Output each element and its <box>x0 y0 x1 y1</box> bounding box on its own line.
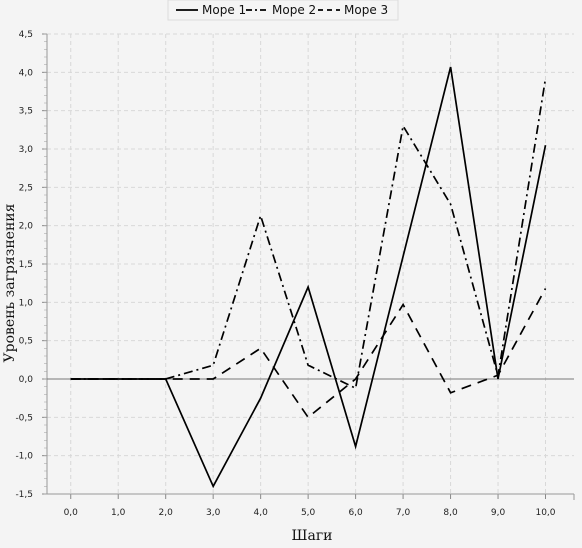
y-tick-label: 4,5 <box>19 30 33 40</box>
x-tick-label: 1,0 <box>111 508 126 518</box>
legend: Море 1 Море 2 Море 3 <box>167 0 399 21</box>
y-tick-label: -1,0 <box>15 452 33 462</box>
axes: 4,5 4,0 3,5 3,0 2,5 2,0 1,5 1,0 0,5 0,0 -0,5 -1,0 -1… <box>15 30 575 518</box>
legend-label-1: Море 1 <box>202 3 246 17</box>
x-tick-label: 4,0 <box>253 508 268 518</box>
x-tick-label: 5,0 <box>301 508 316 518</box>
series-lines <box>70 66 547 489</box>
legend-label-3: Море 3 <box>344 3 388 17</box>
y-tick-label: 1,5 <box>19 260 33 270</box>
x-tick-label: 8,0 <box>443 508 458 518</box>
y-tick-label: 2,0 <box>19 222 34 232</box>
y-tick-label: 2,5 <box>19 183 33 193</box>
x-tick-label: 9,0 <box>491 508 506 518</box>
legend-box <box>167 0 399 21</box>
grid <box>47 33 574 495</box>
y-tick-label: 3,5 <box>19 107 33 117</box>
x-axis-title: Шаги <box>292 528 333 544</box>
series-line-3 <box>70 288 547 419</box>
x-tick-label: 7,0 <box>396 508 411 518</box>
y-tick-label: -1,5 <box>15 490 33 500</box>
y-tick-label: 1,0 <box>19 298 34 308</box>
x-tick-label: 3,0 <box>206 508 221 518</box>
y-tick-label: 3,0 <box>19 145 34 155</box>
x-tick-label: 10,0 <box>535 508 555 518</box>
y-tick-label: 0,0 <box>19 375 34 385</box>
legend-label-2: Море 2 <box>272 3 316 17</box>
x-tick-label: 6,0 <box>348 508 363 518</box>
x-tick-label: 0,0 <box>64 508 79 518</box>
y-tick-label: 0,5 <box>19 337 33 347</box>
series-line-2 <box>70 78 547 390</box>
x-tick-label: 2,0 <box>159 508 174 518</box>
y-tick-label: 4,0 <box>19 68 34 78</box>
y-axis-title: Уровень загрязнения <box>2 203 18 362</box>
y-tick-label: -0,5 <box>15 413 33 423</box>
